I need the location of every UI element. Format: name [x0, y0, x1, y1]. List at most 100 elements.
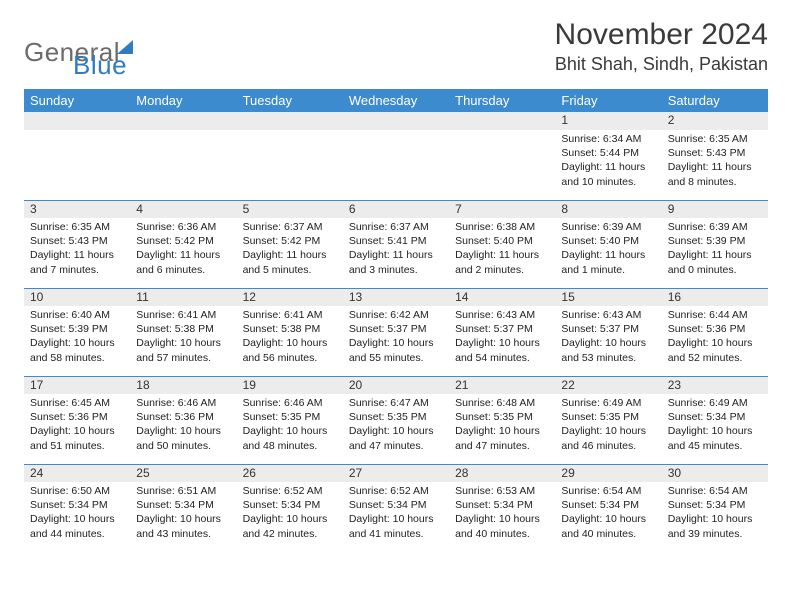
sunrise-text: Sunrise: 6:36 AM	[136, 220, 230, 234]
sunrise-text: Sunrise: 6:39 AM	[668, 220, 762, 234]
sunset-text: Sunset: 5:39 PM	[30, 322, 124, 336]
daylight-text: Daylight: 10 hours and 51 minutes.	[30, 424, 124, 452]
daylight-text: Daylight: 10 hours and 56 minutes.	[243, 336, 337, 364]
sunrise-text: Sunrise: 6:53 AM	[455, 484, 549, 498]
daylight-text: Daylight: 10 hours and 58 minutes.	[30, 336, 124, 364]
day-number: 28	[449, 464, 555, 482]
sunset-text: Sunset: 5:35 PM	[455, 410, 549, 424]
day-number: 23	[662, 376, 768, 394]
sunrise-text: Sunrise: 6:49 AM	[668, 396, 762, 410]
day-cell: Sunrise: 6:35 AMSunset: 5:43 PMDaylight:…	[24, 218, 130, 288]
day-number: 15	[555, 288, 661, 306]
day-number: 20	[343, 376, 449, 394]
daylight-text: Daylight: 10 hours and 47 minutes.	[455, 424, 549, 452]
day-number: 16	[662, 288, 768, 306]
day-number: 5	[237, 200, 343, 218]
daylight-text: Daylight: 11 hours and 1 minute.	[561, 248, 655, 276]
daynum-row: 10111213141516	[24, 288, 768, 306]
day-number: 25	[130, 464, 236, 482]
day-number: 12	[237, 288, 343, 306]
day-number: 4	[130, 200, 236, 218]
sunset-text: Sunset: 5:40 PM	[455, 234, 549, 248]
day-cell: Sunrise: 6:39 AMSunset: 5:39 PMDaylight:…	[662, 218, 768, 288]
day-cell: Sunrise: 6:39 AMSunset: 5:40 PMDaylight:…	[555, 218, 661, 288]
sunset-text: Sunset: 5:35 PM	[349, 410, 443, 424]
sunset-text: Sunset: 5:37 PM	[455, 322, 549, 336]
sunrise-text: Sunrise: 6:41 AM	[243, 308, 337, 322]
day-number: 22	[555, 376, 661, 394]
daylight-text: Daylight: 10 hours and 48 minutes.	[243, 424, 337, 452]
day-header: Sunday	[24, 89, 130, 112]
sunrise-text: Sunrise: 6:39 AM	[561, 220, 655, 234]
day-cell: Sunrise: 6:42 AMSunset: 5:37 PMDaylight:…	[343, 306, 449, 376]
sunrise-text: Sunrise: 6:42 AM	[349, 308, 443, 322]
sunrise-text: Sunrise: 6:35 AM	[30, 220, 124, 234]
sunset-text: Sunset: 5:36 PM	[668, 322, 762, 336]
sunrise-text: Sunrise: 6:46 AM	[136, 396, 230, 410]
day-number: 10	[24, 288, 130, 306]
logo-word2: Blue	[73, 50, 127, 81]
day-number: 29	[555, 464, 661, 482]
title-block: November 2024 Bhit Shah, Sindh, Pakistan	[555, 18, 768, 75]
content-row: Sunrise: 6:35 AMSunset: 5:43 PM Daylight:…	[24, 218, 768, 288]
day-cell: Sunrise: 6:45 AMSunset: 5:36 PMDaylight:…	[24, 394, 130, 464]
sunrise-text: Sunrise: 6:49 AM	[561, 396, 655, 410]
sunrise-text: Sunrise: 6:43 AM	[455, 308, 549, 322]
day-number: 26	[237, 464, 343, 482]
sunset-text: Sunset: 5:42 PM	[136, 234, 230, 248]
sunset-text: Sunset: 5:34 PM	[455, 498, 549, 512]
calendar-page: General Blue November 2024 Bhit Shah, Si…	[0, 0, 792, 562]
sunrise-text: Sunrise: 6:51 AM	[136, 484, 230, 498]
day-number: 9	[662, 200, 768, 218]
calendar-head: Sunday Monday Tuesday Wednesday Thursday…	[24, 89, 768, 112]
daylight-text: Daylight: 10 hours and 50 minutes.	[136, 424, 230, 452]
day-number	[130, 112, 236, 130]
daylight-text: Daylight: 10 hours and 44 minutes.	[30, 512, 124, 540]
day-number	[343, 112, 449, 130]
sunset-text: Sunset: 5:41 PM	[349, 234, 443, 248]
daylight-text: Daylight: 10 hours and 46 minutes.	[561, 424, 655, 452]
day-number: 3	[24, 200, 130, 218]
day-header: Tuesday	[237, 89, 343, 112]
day-cell: Sunrise: 6:43 AMSunset: 5:37 PMDaylight:…	[555, 306, 661, 376]
daylight-text: Daylight: 11 hours and 0 minutes.	[668, 248, 762, 276]
day-cell: Sunrise: 6:49 AMSunset: 5:35 PMDaylight:…	[555, 394, 661, 464]
daynum-row: 12	[24, 112, 768, 130]
day-number: 14	[449, 288, 555, 306]
daynum-row: 3456789	[24, 200, 768, 218]
day-header: Friday	[555, 89, 661, 112]
day-cell: Sunrise: 6:35 AMSunset: 5:43 PMDaylight:…	[662, 130, 768, 200]
daylight-text: Daylight: 10 hours and 40 minutes.	[561, 512, 655, 540]
day-cell: Sunrise: 6:52 AMSunset: 5:34 PMDaylight:…	[343, 482, 449, 552]
day-number: 18	[130, 376, 236, 394]
page-subtitle: Bhit Shah, Sindh, Pakistan	[555, 54, 768, 75]
day-header: Thursday	[449, 89, 555, 112]
day-cell: Sunrise: 6:47 AMSunset: 5:35 PMDaylight:…	[343, 394, 449, 464]
sunset-text: Sunset: 5:37 PM	[561, 322, 655, 336]
sunrise-text: Sunrise: 6:40 AM	[30, 308, 124, 322]
sunrise-text: Sunrise: 6:47 AM	[349, 396, 443, 410]
content-row: Sunrise: 6:45 AMSunset: 5:36 PMDaylight:…	[24, 394, 768, 464]
day-cell: Sunrise: 6:46 AMSunset: 5:35 PMDaylight:…	[237, 394, 343, 464]
sunset-text: Sunset: 5:34 PM	[561, 498, 655, 512]
sunrise-text: Sunrise: 6:41 AM	[136, 308, 230, 322]
day-cell: Sunrise: 6:53 AMSunset: 5:34 PMDaylight:…	[449, 482, 555, 552]
daynum-row: 24252627282930	[24, 464, 768, 482]
sunset-text: Sunset: 5:34 PM	[136, 498, 230, 512]
sunset-text: Sunset: 5:34 PM	[243, 498, 337, 512]
day-cell	[343, 130, 449, 200]
day-number	[237, 112, 343, 130]
sunset-text: Sunset: 5:37 PM	[349, 322, 443, 336]
day-cell: Sunrise: 6:46 AMSunset: 5:36 PMDaylight:…	[130, 394, 236, 464]
day-number: 17	[24, 376, 130, 394]
sunset-text: Sunset: 5:43 PM	[30, 234, 124, 248]
sunset-text: Sunset: 5:34 PM	[668, 498, 762, 512]
daylight-text: Daylight: 11 hours and 8 minutes.	[668, 160, 762, 188]
sunrise-text: Sunrise: 6:38 AM	[455, 220, 549, 234]
day-cell: Sunrise: 6:41 AMSunset: 5:38 PMDaylight:…	[130, 306, 236, 376]
daylight-text: Daylight: 10 hours and 40 minutes.	[455, 512, 549, 540]
day-cell: Sunrise: 6:51 AMSunset: 5:34 PMDaylight:…	[130, 482, 236, 552]
sunrise-text: Sunrise: 6:43 AM	[561, 308, 655, 322]
daylight-text: Daylight: 10 hours and 43 minutes.	[136, 512, 230, 540]
daylight-text: Daylight: 10 hours and 53 minutes.	[561, 336, 655, 364]
